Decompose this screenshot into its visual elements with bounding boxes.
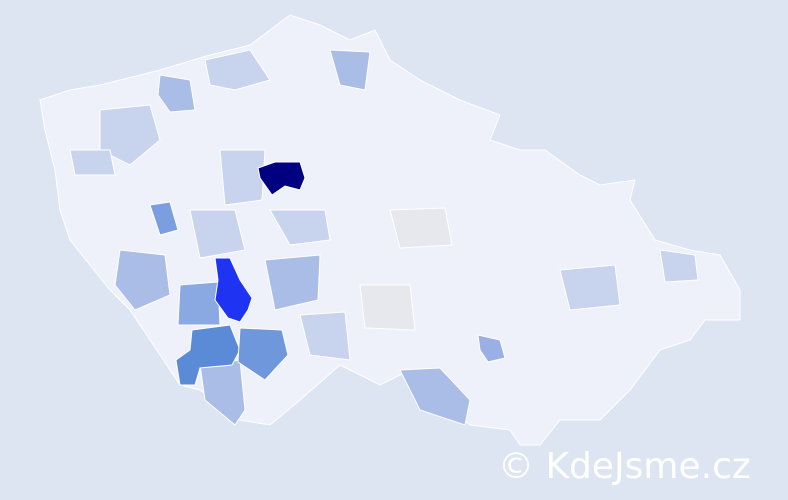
region-light[interactable] — [99, 104, 161, 166]
region-highest[interactable] — [257, 161, 306, 196]
region-medium[interactable] — [175, 324, 241, 386]
region-light[interactable] — [329, 49, 371, 91]
region-high[interactable] — [214, 257, 253, 323]
region-neutral[interactable] — [359, 284, 416, 331]
region-medium-light[interactable] — [149, 201, 179, 236]
region-light[interactable] — [114, 249, 171, 311]
region-light[interactable] — [157, 74, 196, 113]
region-light[interactable] — [269, 209, 331, 246]
region-light[interactable] — [189, 209, 246, 259]
watermark-kdejsme: © KdeJsme.cz — [498, 446, 751, 487]
region-light[interactable] — [199, 359, 246, 426]
region-light[interactable] — [264, 254, 321, 311]
region-light[interactable] — [69, 149, 116, 176]
region-light[interactable] — [399, 367, 471, 426]
region-light[interactable] — [219, 149, 266, 206]
region-light[interactable] — [204, 49, 271, 91]
region-light[interactable] — [659, 249, 699, 283]
region-medium-light[interactable] — [477, 334, 506, 363]
region-light[interactable] — [559, 264, 621, 311]
country-outline — [39, 14, 741, 446]
region-medium-light[interactable] — [177, 281, 221, 326]
region-neutral[interactable] — [389, 207, 453, 249]
region-light[interactable] — [299, 311, 351, 361]
region-medium[interactable] — [237, 327, 289, 381]
